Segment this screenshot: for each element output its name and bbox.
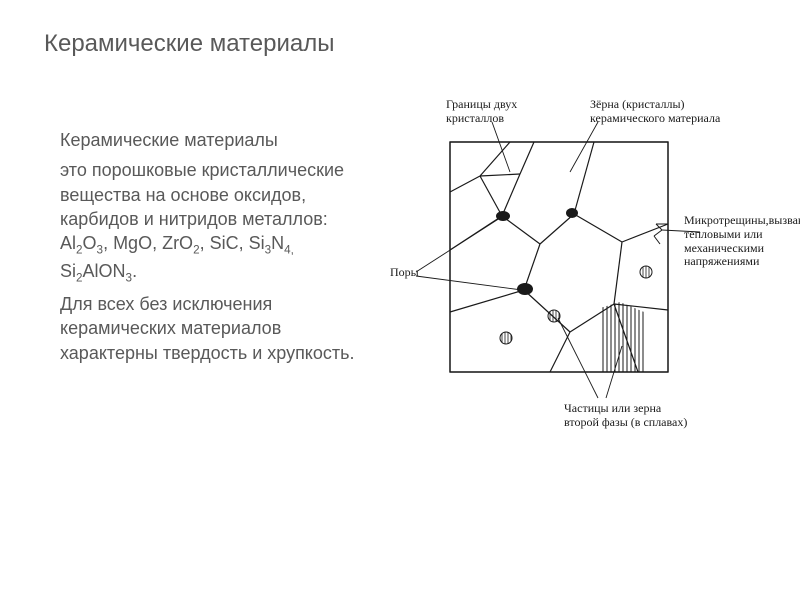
body-para-2: Для всех без исключения керамических мат… [60,292,370,365]
slide-title: Керамические материалы [44,30,334,58]
label-second-phase: Частицы или зерна второй фазы (в сплавах… [564,402,687,430]
microstructure-diagram: Границы двух кристаллов Зёрна (кристаллы… [390,112,780,432]
label-pores: Поры [390,266,419,280]
slide-body: Керамические материалы это порошковые кр… [60,128,370,371]
body-heading: Керамические материалы [60,130,278,150]
label-grain-boundaries: Границы двух кристаллов [446,98,517,126]
diagram-svg [390,112,780,432]
label-grains: Зёрна (кристаллы) керамического материал… [590,98,720,126]
label-microcracks: Микротрещины,вызванные тепловыми или мех… [684,214,800,269]
slide: Керамические материалы Керамические мате… [0,0,800,600]
body-para-1: это порошковые кристаллические вещества … [60,158,370,286]
